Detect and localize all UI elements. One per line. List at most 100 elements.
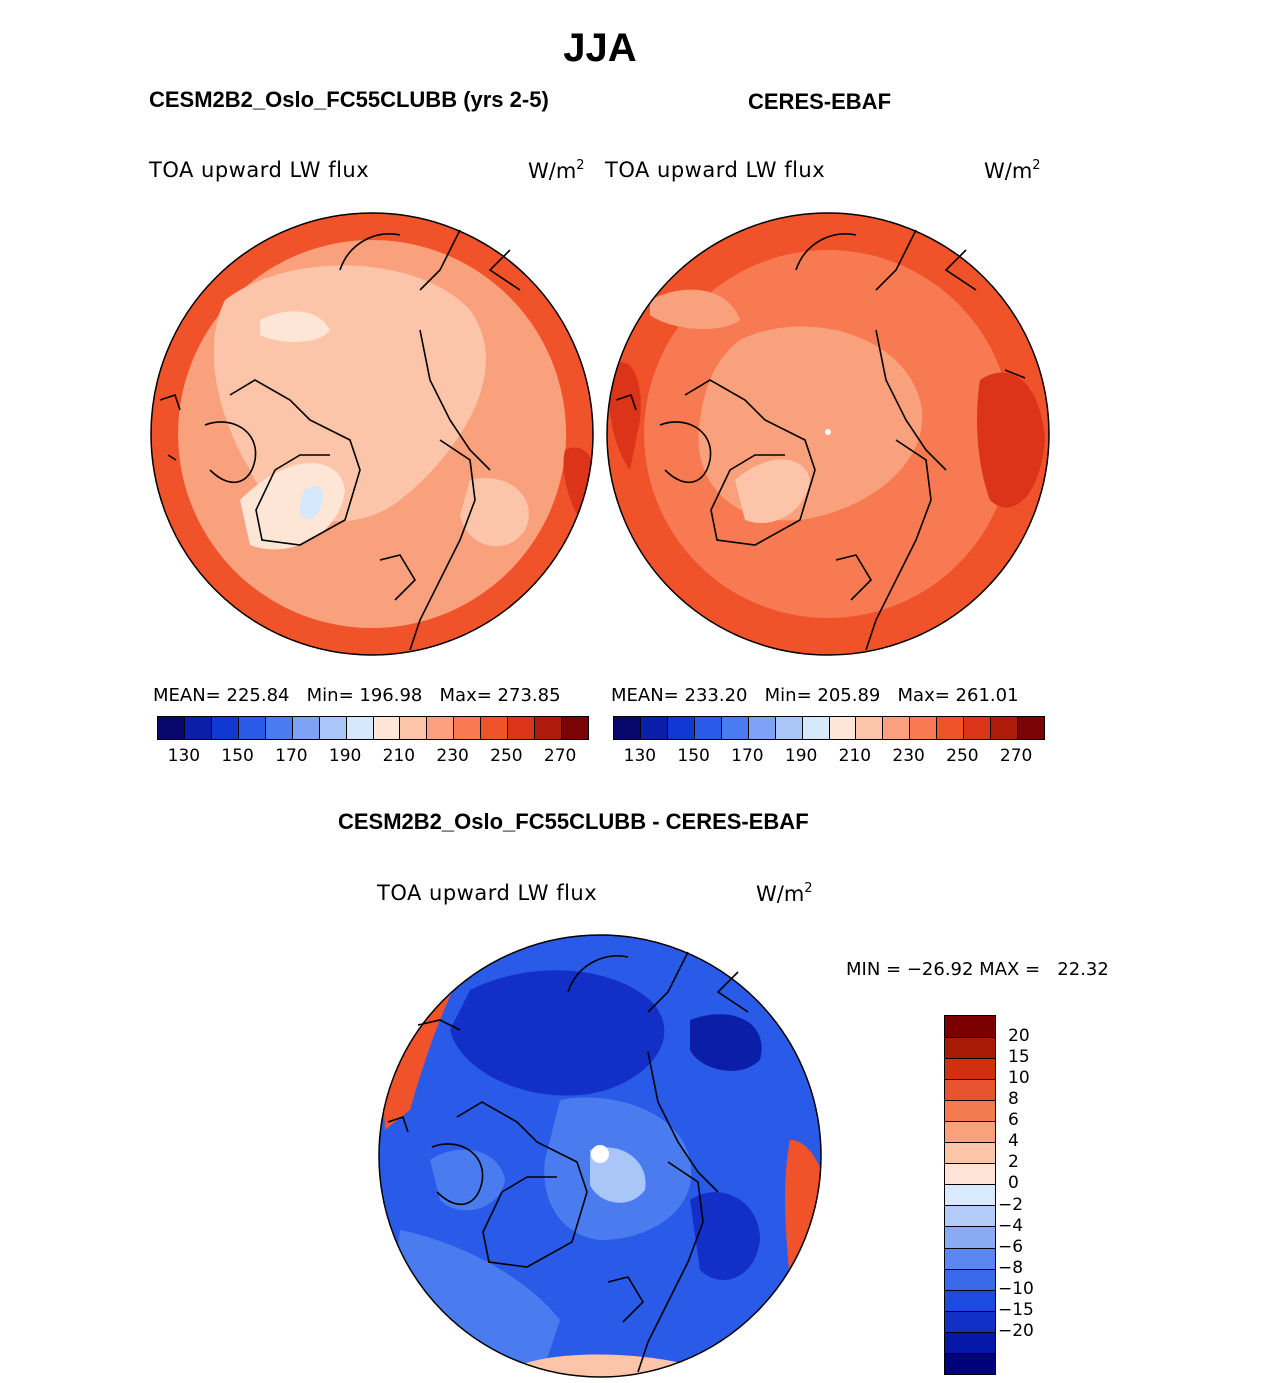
colorbar-tick-label: 170 <box>275 746 308 766</box>
diff-colorbar-cell <box>945 1100 995 1122</box>
colorbar-cell <box>346 717 374 739</box>
colorbar-cell <box>883 717 911 739</box>
diff-colorbar-cell <box>945 1289 995 1311</box>
diff-colorbar-tick-label: −10 <box>998 1278 1034 1299</box>
colorbar-cell <box>694 717 722 739</box>
diff-coastlines <box>387 951 749 1373</box>
panel-obs-stats: MEAN= 233.20 Min= 205.89 Max= 261.01 <box>611 685 1019 706</box>
diff-colorbar-cell <box>945 1163 995 1185</box>
diff-colorbar <box>944 1015 996 1375</box>
colorbar-cell <box>802 717 830 739</box>
diff-colorbar-cell <box>945 1079 995 1101</box>
colorbar-tick-label: 170 <box>731 746 764 766</box>
colorbar-cell <box>562 717 588 739</box>
colorbar-cell <box>964 717 992 739</box>
colorbar-tick-label: 230 <box>892 746 925 766</box>
panel-model-variable: TOA upward LW flux <box>149 158 370 182</box>
colorbar-cell <box>721 717 749 739</box>
diff-colorbar-cell <box>945 1142 995 1164</box>
diff-colorbar-tick-label: −4 <box>998 1215 1024 1236</box>
colorbar-cell <box>535 717 563 739</box>
obs-coastlines <box>615 229 1026 651</box>
colorbar-cell <box>748 717 776 739</box>
colorbar-tick-label: 130 <box>167 746 201 766</box>
panel-obs-unit: W/m2 <box>984 158 1041 183</box>
colorbar-tick-label: 270 <box>543 746 577 766</box>
diff-colorbar-tick-label: 2 <box>1008 1152 1019 1173</box>
diff-colorbar-cell <box>945 1184 995 1206</box>
panel-obs-title: CERES-EBAF <box>748 89 892 114</box>
colorbar-cell <box>158 717 185 739</box>
panel-model-stats: MEAN= 225.84 Min= 196.98 Max= 273.85 <box>153 685 561 706</box>
colorbar-cell <box>508 717 536 739</box>
model-polar-map <box>151 213 593 655</box>
diff-colorbar-labels: 20 15 10 8 6 4 2 0 −2 −4 −6 −8 −10 −15 −20 <box>998 1015 1064 1375</box>
diff-colorbar-cell <box>945 1310 995 1332</box>
colorbar-tick-label: 230 <box>436 746 469 766</box>
model-coastlines <box>159 229 521 651</box>
colorbar-cell <box>454 717 482 739</box>
diff-colorbar-tick-label: 6 <box>1008 1110 1019 1131</box>
diff-colorbar-cell <box>945 1037 995 1059</box>
diff-colorbar-cell <box>945 1226 995 1248</box>
model-colorbar <box>157 716 589 740</box>
diff-colorbar-tick-label: 20 <box>1008 1026 1030 1047</box>
diff-colorbar-tick-label: −2 <box>998 1194 1024 1215</box>
panel-diff-minmax: MIN = −26.92 MAX = 22.32 <box>846 959 1109 980</box>
diff-colorbar-cell <box>945 1058 995 1080</box>
colorbar-tick-label: 150 <box>221 746 254 766</box>
colorbar-cell <box>667 717 695 739</box>
colorbar-cell <box>292 717 320 739</box>
colorbar-cell <box>319 717 347 739</box>
colorbar-cell <box>1018 717 1044 739</box>
panel-diff-unit: W/m2 <box>756 881 813 906</box>
colorbar-tick-label: 210 <box>382 746 416 766</box>
colorbar-cell <box>614 717 641 739</box>
obs-colorbar <box>613 716 1045 740</box>
colorbar-tick-label: 250 <box>490 746 523 766</box>
colorbar-tick-label: 150 <box>677 746 710 766</box>
diff-colorbar-cell <box>945 1016 995 1038</box>
colorbar-cell <box>184 717 212 739</box>
panel-model-title: CESM2B2_Oslo_FC55CLUBB (yrs 2-5) <box>149 87 549 112</box>
panel-model-unit: W/m2 <box>528 158 585 183</box>
colorbar-cell <box>937 717 965 739</box>
colorbar-cell <box>427 717 455 739</box>
diff-colorbar-cell <box>945 1247 995 1269</box>
diff-colorbar-tick-label: −6 <box>998 1236 1024 1257</box>
diff-colorbar-tick-label: 8 <box>1008 1089 1019 1110</box>
colorbar-cell <box>481 717 509 739</box>
colorbar-cell <box>829 717 857 739</box>
diff-colorbar-cell <box>945 1205 995 1227</box>
diff-colorbar-tick-label: 0 <box>1008 1173 1019 1194</box>
colorbar-tick-label: 270 <box>999 746 1033 766</box>
diff-colorbar-tick-label: −15 <box>998 1299 1034 1320</box>
colorbar-tick-label: 190 <box>784 746 818 766</box>
figure-title: JJA <box>563 26 637 70</box>
colorbar-cell <box>775 717 803 739</box>
diff-colorbar-tick-label: 4 <box>1008 1131 1019 1152</box>
diff-colorbar-tick-label: 15 <box>1008 1047 1030 1068</box>
colorbar-tick-label: 190 <box>328 746 362 766</box>
colorbar-tick-label: 130 <box>623 746 657 766</box>
colorbar-cell <box>373 717 401 739</box>
diff-colorbar-tick-label: 10 <box>1008 1068 1030 1089</box>
colorbar-cell <box>238 717 266 739</box>
colorbar-cell <box>991 717 1019 739</box>
panel-diff-variable: TOA upward LW flux <box>377 881 598 905</box>
diff-colorbar-cell <box>945 1352 995 1374</box>
diff-colorbar-cell <box>945 1121 995 1143</box>
colorbar-tick-label: 250 <box>946 746 979 766</box>
colorbar-cell <box>265 717 293 739</box>
obs-polar-map <box>607 213 1049 655</box>
colorbar-cell <box>910 717 938 739</box>
colorbar-cell <box>211 717 239 739</box>
panel-diff-title: CESM2B2_Oslo_FC55CLUBB - CERES-EBAF <box>338 809 809 834</box>
colorbar-cell <box>640 717 668 739</box>
diff-colorbar-cell <box>945 1268 995 1290</box>
colorbar-tick-label: 210 <box>838 746 872 766</box>
panel-obs-variable: TOA upward LW flux <box>605 158 826 182</box>
diff-colorbar-tick-label: −8 <box>998 1257 1024 1278</box>
colorbar-cell <box>400 717 428 739</box>
